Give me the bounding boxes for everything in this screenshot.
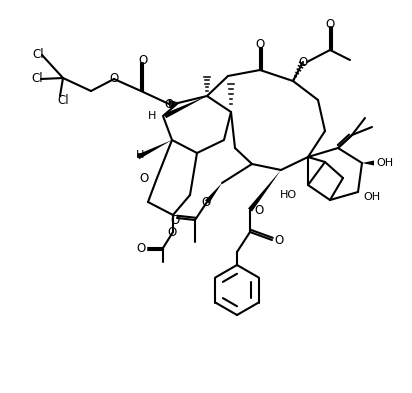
Text: O: O: [138, 55, 147, 68]
Text: O: O: [274, 233, 283, 246]
Polygon shape: [164, 96, 207, 118]
Text: O: O: [171, 213, 180, 226]
Text: Cl: Cl: [57, 94, 69, 108]
Text: O: O: [201, 195, 211, 209]
Text: O: O: [325, 18, 335, 31]
Polygon shape: [137, 140, 172, 159]
Text: O: O: [137, 242, 146, 255]
Text: O: O: [164, 97, 173, 110]
Text: Cl: Cl: [31, 72, 42, 86]
Text: O: O: [167, 226, 177, 239]
Text: H: H: [136, 150, 144, 160]
Text: O: O: [109, 72, 119, 84]
Polygon shape: [362, 160, 374, 165]
Text: O: O: [298, 55, 308, 68]
Text: O: O: [140, 171, 149, 184]
Text: OH: OH: [376, 158, 393, 168]
Text: H: H: [147, 111, 156, 121]
Text: O: O: [254, 204, 263, 217]
Polygon shape: [248, 170, 281, 211]
Text: O: O: [255, 39, 265, 51]
Text: OH: OH: [363, 192, 380, 202]
Polygon shape: [205, 183, 222, 204]
Text: Cl: Cl: [32, 48, 44, 61]
Text: HO: HO: [280, 190, 297, 200]
